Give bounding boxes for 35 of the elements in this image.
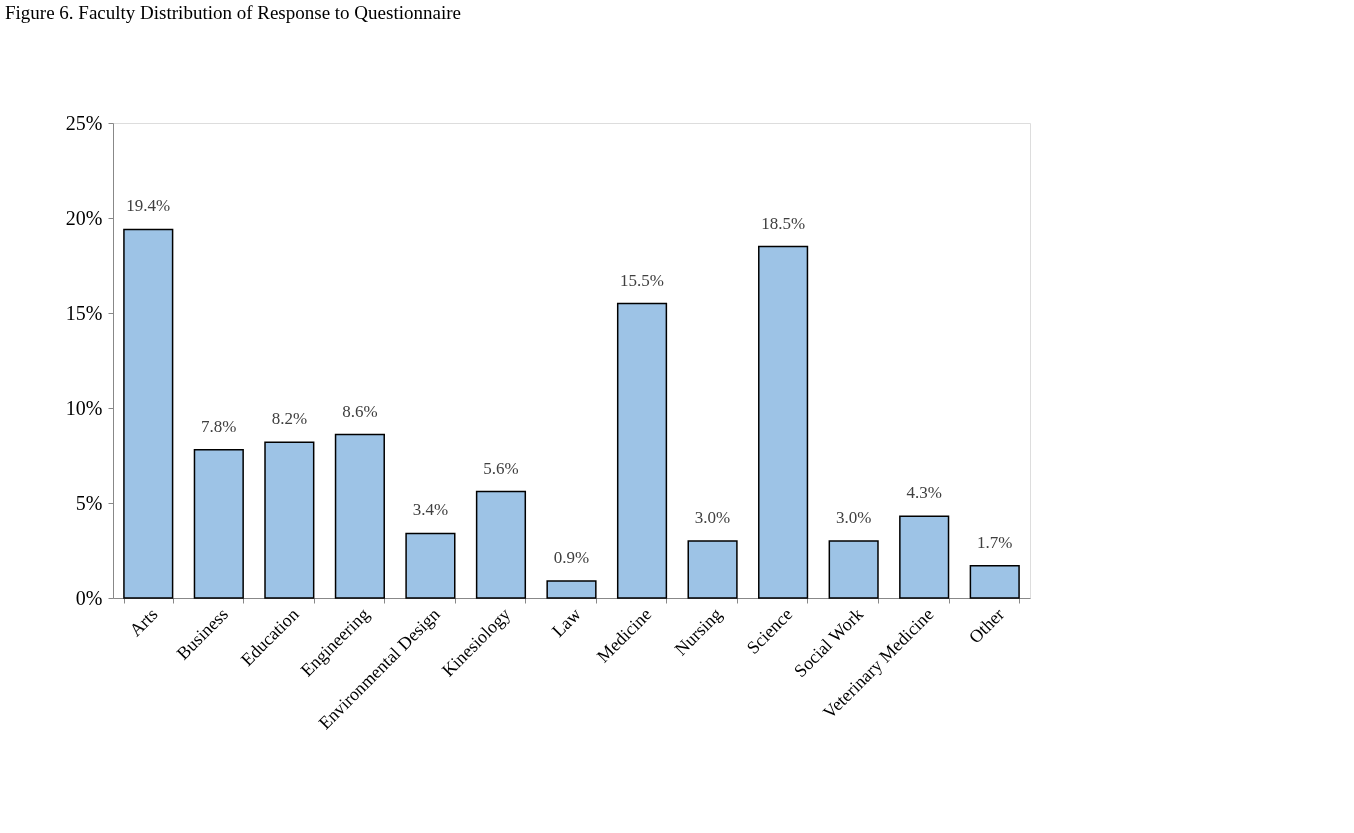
bar [193, 449, 244, 599]
x-tick-label: Law [547, 604, 585, 641]
data-label: 5.6% [483, 458, 519, 478]
data-label: 19.4% [126, 196, 171, 216]
y-tick-label: 5% [75, 491, 103, 514]
bar [758, 245, 809, 599]
bar [969, 564, 1020, 599]
y-tick-label: 15% [65, 301, 103, 324]
bar [264, 441, 315, 599]
bar [828, 540, 879, 599]
bar [687, 540, 738, 599]
y-tick-label: 0% [75, 586, 103, 609]
x-tick-label: Arts [125, 604, 162, 641]
data-label: 8.2% [271, 409, 308, 429]
y-tick-label: 25% [65, 111, 103, 134]
data-label: 18.5% [761, 213, 806, 233]
data-label: 4.3% [906, 483, 942, 503]
bar [616, 302, 668, 599]
y-tick-label: 20% [65, 206, 103, 229]
y-tick-label: 10% [65, 396, 103, 419]
data-label: 15.5% [620, 270, 664, 290]
data-label: 0.9% [553, 547, 590, 567]
data-label: 3.4% [412, 500, 449, 520]
data-label: 3.0% [835, 508, 872, 527]
bar [546, 580, 597, 599]
data-label: 1.7% [977, 532, 1013, 552]
bar [475, 490, 527, 599]
bar [899, 515, 950, 599]
data-label: 7.8% [201, 416, 237, 436]
bar [405, 532, 456, 599]
chart-title: Figure 6. Faculty Distribution of Response to Questionnaire [5, 2, 461, 23]
data-label: 3.0% [694, 508, 731, 527]
data-label: 8.6% [342, 401, 378, 421]
bar [334, 433, 385, 599]
bar [123, 228, 174, 599]
